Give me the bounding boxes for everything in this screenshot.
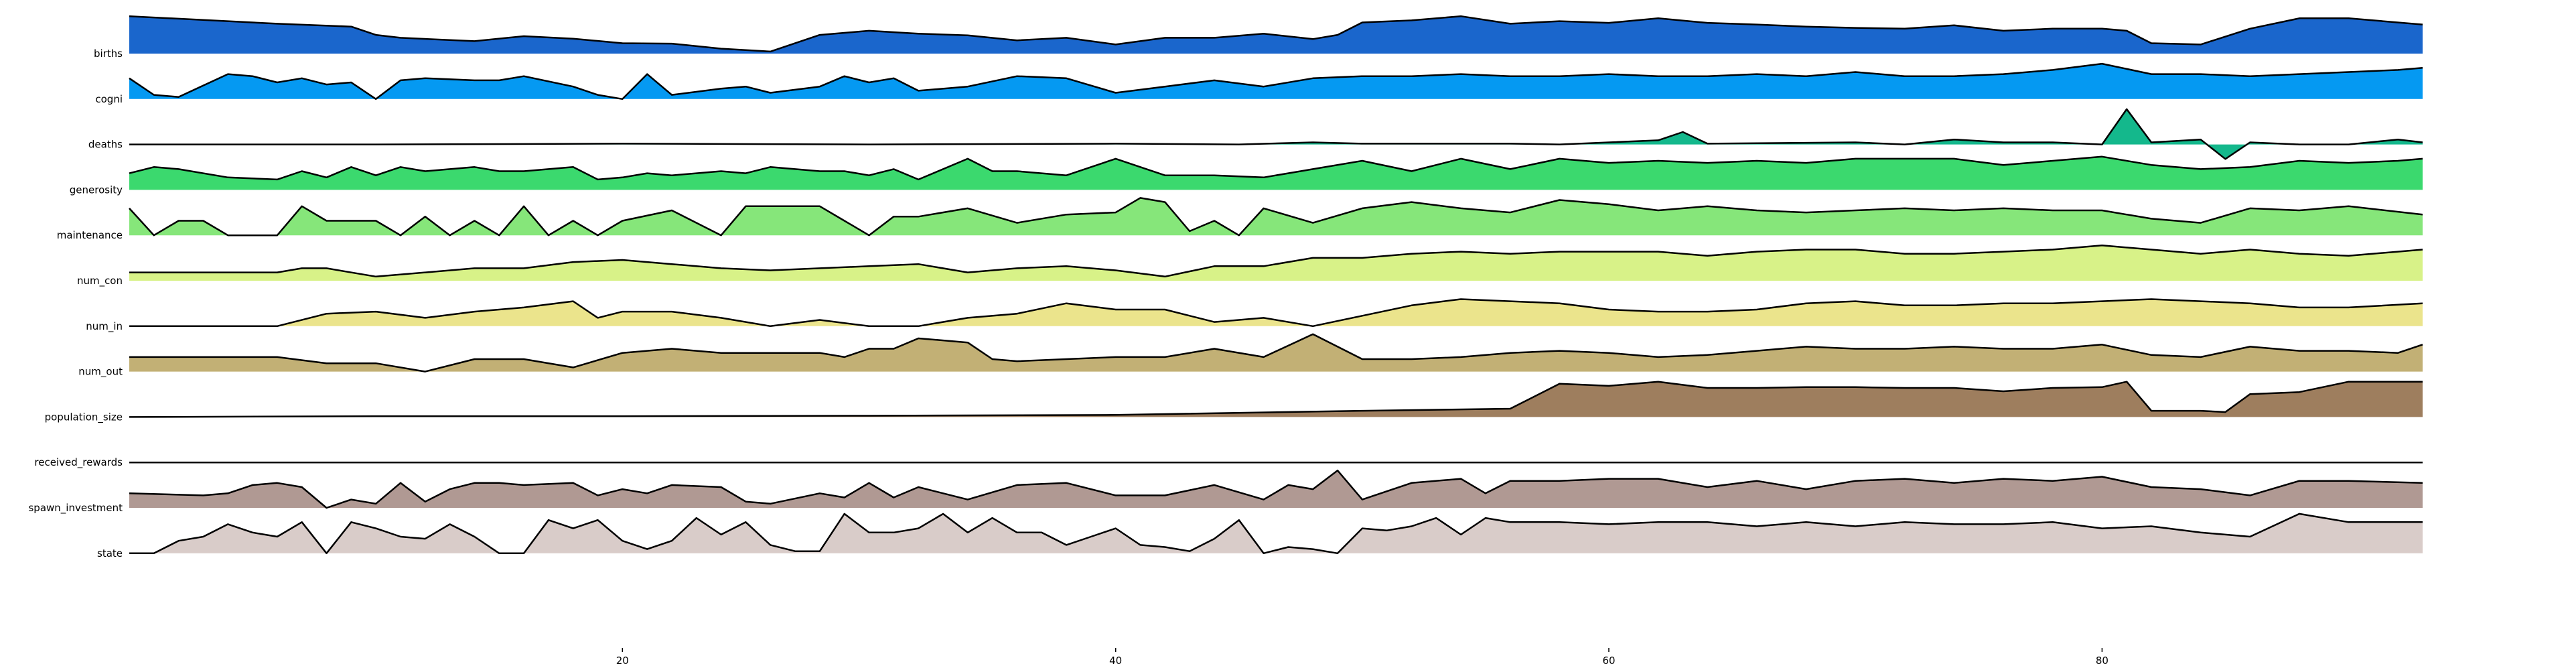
row-label-births: births	[94, 48, 123, 60]
row-label-state: state	[97, 547, 123, 559]
x-tick-label-20: 20	[616, 655, 629, 667]
row-label-maintenance: maintenance	[57, 229, 123, 241]
ridges-group	[129, 15, 2423, 555]
ridge-area-spawn-investment	[129, 470, 2423, 508]
row-label-received-rewards: received_rewards	[34, 456, 123, 469]
ridge-line-generosity	[129, 155, 2423, 181]
ridge-line-population-size	[129, 381, 2423, 418]
ridge-line-num-in	[129, 298, 2423, 328]
ridge-area-num-con	[129, 245, 2423, 281]
x-tick-label-60: 60	[1602, 655, 1615, 667]
row-label-cogni: cogni	[95, 93, 123, 105]
row-label-num-con: num_con	[77, 275, 123, 287]
row-label-population-size: population_size	[45, 411, 123, 423]
ridge-area-deaths	[129, 109, 2423, 159]
ridge-area-cogni	[129, 64, 2423, 99]
ridge-line-maintenance	[129, 197, 2423, 237]
row-label-deaths: deaths	[88, 139, 123, 151]
x-tick-label-80: 80	[2096, 655, 2108, 667]
x-tick-label-40: 40	[1109, 655, 1122, 667]
row-label-num-out: num_out	[78, 366, 123, 379]
ridge-area-state	[129, 513, 2423, 553]
ridge-area-num-out	[129, 334, 2423, 372]
x-axis: 20 40 60 80	[616, 648, 2108, 667]
ridge-line-spawn-investment	[129, 469, 2423, 509]
ridge-line-num-con	[129, 245, 2423, 278]
ridge-area-births	[129, 16, 2423, 54]
ridge-line-births	[129, 15, 2423, 53]
ridge-line-num-out	[129, 333, 2423, 373]
ridge-area-generosity	[129, 156, 2423, 190]
row-label-spawn-investment: spawn_investment	[28, 502, 123, 515]
ridge-line-cogni	[129, 62, 2423, 100]
ridge-line-state	[129, 513, 2423, 555]
ridge-area-num-in	[129, 299, 2423, 326]
ridge-area-maintenance	[129, 198, 2423, 236]
ridge-line-deaths	[129, 108, 2423, 160]
row-label-num-in: num_in	[86, 320, 123, 333]
ridge-area-population-size	[129, 381, 2423, 417]
row-labels-group: births cogni deaths generosity maintenance nu…	[28, 48, 123, 559]
row-label-generosity: generosity	[70, 184, 123, 196]
